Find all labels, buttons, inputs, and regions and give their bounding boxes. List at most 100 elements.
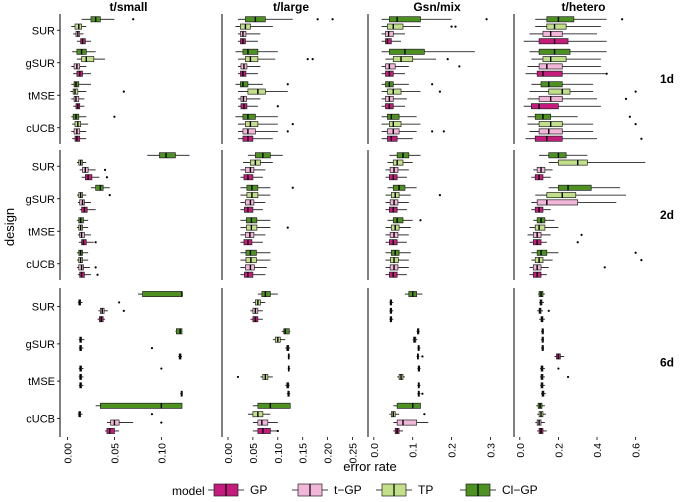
outlier-point (150, 413, 154, 416)
box-iqr (81, 56, 95, 63)
outlier-point (621, 18, 624, 21)
box-tMSE-1 (540, 382, 545, 389)
box-iqr (257, 419, 269, 426)
outlier-point (160, 367, 163, 370)
outlier-point (132, 18, 135, 21)
box-gSUR-0 (381, 70, 405, 77)
box-cUCB-3 (381, 113, 417, 120)
box-iqr (389, 16, 421, 23)
box-iqr (245, 249, 257, 256)
box-SUR-3 (389, 152, 421, 159)
box-tMSE-3 (76, 217, 89, 224)
box-SUR-3 (257, 291, 278, 298)
box-iqr (242, 128, 256, 135)
box-cUCB-2 (389, 411, 400, 418)
box-SUR-3 (381, 16, 452, 23)
box-gSUR-0 (237, 70, 258, 77)
box-iqr (142, 291, 183, 298)
box-SUR-2 (252, 299, 266, 306)
box-SUR-0 (237, 38, 258, 45)
box-cUCB-1 (535, 419, 545, 426)
box-iqr (546, 23, 567, 30)
box-cUCB-2 (72, 121, 89, 128)
box-tMSE-0 (180, 390, 183, 397)
box-SUR-3 (137, 291, 183, 298)
box-SUR-3 (538, 291, 545, 298)
box-SUR-1 (98, 307, 108, 314)
box-iqr (558, 184, 592, 191)
x-tick-label: 0.00 (223, 443, 235, 464)
box-gSUR-2 (240, 192, 271, 199)
facet-strip-labels: t/small t/large Gsn/mix t/hetero 1d 2d 6d (109, 0, 674, 370)
outlier-point (438, 90, 442, 93)
facet-col-label-2: Gsn/mix (413, 0, 461, 14)
box-tMSE-3 (540, 365, 545, 372)
box-cUCB-1 (240, 264, 267, 271)
box-SUR-2 (387, 159, 413, 166)
box-gSUR-2 (78, 336, 85, 343)
box-cUCB-1 (385, 264, 409, 271)
outlier-point (605, 72, 608, 75)
box-SUR-1 (533, 166, 553, 173)
outlier-point (421, 392, 424, 395)
box-iqr (99, 402, 183, 409)
box-gSUR-2 (412, 336, 418, 343)
legend-label: t−GP (334, 483, 362, 497)
box-SUR-1 (381, 30, 405, 37)
box-iqr (536, 249, 548, 256)
box-iqr (240, 81, 249, 88)
x-tick-label: 0.00 (63, 443, 75, 464)
box-tMSE-3 (387, 217, 413, 224)
box-gSUR-3 (381, 48, 475, 55)
outlier-point (150, 346, 154, 350)
box-gSUR-3 (548, 184, 621, 191)
box-SUR-3 (81, 16, 115, 23)
outlier-point (640, 137, 643, 140)
box-cUCB-2 (240, 257, 271, 264)
box-SUR-2 (76, 159, 87, 166)
box-gSUR-2 (535, 192, 626, 199)
box-cUCB-0 (105, 427, 120, 434)
box-gSUR-1 (527, 63, 601, 70)
outlier-point (458, 65, 461, 68)
box-SUR-0 (389, 316, 394, 323)
legend: model GP t−GP TP Cl−GP (172, 483, 538, 498)
y-tick-label: SUR (32, 302, 55, 314)
box-tMSE-1 (237, 95, 261, 102)
x-axis-title: error rate (343, 459, 396, 474)
box-iqr (534, 224, 546, 231)
box-tMSE-1 (385, 231, 409, 238)
box-iqr (387, 135, 398, 142)
box-tMSE-0 (73, 103, 85, 110)
box-cUCB-0 (525, 135, 598, 142)
box-SUR-0 (531, 174, 551, 181)
box-iqr (531, 103, 559, 110)
y-tick-label: SUR (32, 161, 55, 173)
box-cUCB-1 (529, 264, 549, 271)
box-SUR-3 (247, 152, 283, 159)
outlier-point (634, 251, 637, 254)
box-iqr (283, 328, 290, 335)
box-SUR-2 (235, 23, 273, 30)
box-gSUR-1 (71, 63, 87, 70)
box-gSUR-2 (237, 56, 276, 63)
outlier-point (640, 258, 643, 262)
box-tMSE-0 (286, 390, 291, 397)
box-iqr (389, 121, 402, 128)
y-tick-label: gSUR (26, 58, 55, 70)
outlier-point (566, 375, 570, 379)
box-iqr (538, 38, 569, 45)
box-iqr (176, 328, 183, 335)
y-tick-label: SUR (32, 25, 55, 37)
outlier-point (580, 233, 583, 237)
outlier-point (96, 273, 99, 276)
box-gSUR-0 (385, 206, 407, 213)
box-SUR-1 (385, 166, 409, 173)
box-tMSE-0 (381, 103, 405, 110)
outlier-point (316, 18, 319, 21)
box-iqr (538, 63, 563, 70)
x-tick-label: 0.3 (485, 443, 497, 458)
y-tick-label: cUCB (26, 259, 55, 271)
box-gSUR-3 (387, 184, 417, 191)
box-cUCB-3 (393, 402, 421, 409)
